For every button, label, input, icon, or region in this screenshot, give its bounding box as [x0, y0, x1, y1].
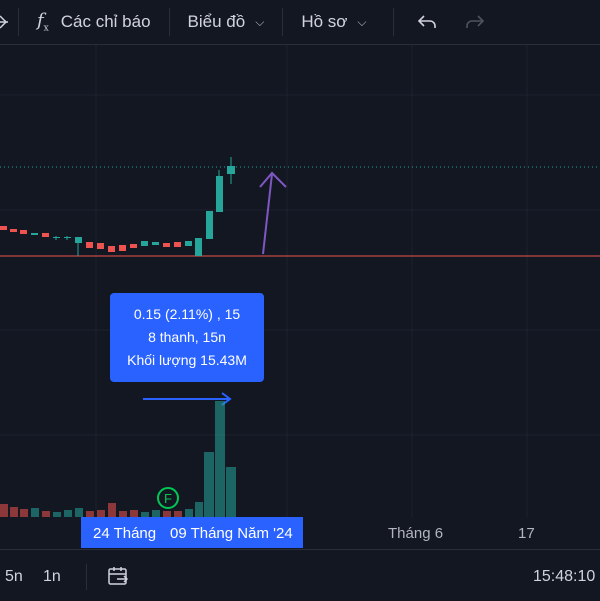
arrow-drawing[interactable]	[259, 171, 287, 255]
tooltip-bars: 8 thanh, 15n	[148, 329, 226, 345]
earnings-event-marker[interactable]: F	[157, 487, 179, 509]
candles	[0, 157, 235, 256]
chevron-down-icon: ⌵	[357, 14, 367, 29]
undo-icon	[417, 15, 436, 28]
indicators-button[interactable]: fx Các chỉ báo	[19, 0, 161, 44]
time-range-highlight	[81, 517, 303, 548]
toolbar-divider	[18, 8, 19, 36]
tooltip-price-change: 0.15 (2.11%) , 15	[133, 306, 241, 322]
time-label-month6: Tháng 6	[388, 525, 444, 542]
candle	[75, 237, 82, 243]
candle	[141, 241, 148, 246]
toolbar-divider	[168, 8, 170, 36]
candle	[195, 238, 202, 256]
chevron-down-icon: ⌵	[255, 14, 265, 29]
candle	[174, 242, 181, 247]
bottom-bar: 5n 1n 15:48:10	[0, 549, 600, 601]
redo-icon	[465, 15, 484, 28]
toolbar-divider	[392, 8, 394, 36]
range-start-label: 24 Tháng	[93, 525, 157, 542]
interval-5n-button[interactable]: 5n	[5, 568, 23, 585]
candle	[163, 243, 170, 247]
interval-1n-button[interactable]: 1n	[43, 568, 61, 585]
candle	[20, 230, 27, 234]
candle	[108, 246, 115, 252]
volume-bars	[0, 401, 236, 517]
candle	[119, 245, 126, 251]
indicators-label: Các chỉ báo	[60, 12, 151, 31]
profile-button[interactable]: Hồ sơ ⌵	[283, 0, 376, 44]
redo-button[interactable]	[448, 0, 496, 44]
undo-button[interactable]	[394, 0, 448, 44]
tooltip-volume: Khối lượng 15.43M	[127, 352, 247, 368]
candle	[130, 244, 137, 248]
calendar-range-icon[interactable]	[107, 565, 129, 592]
measure-tooltip: 0.15 (2.11%) , 15 8 thanh, 15n Khối lượn…	[110, 293, 264, 382]
compare-icon[interactable]	[0, 0, 18, 44]
candle	[42, 233, 49, 237]
candle	[206, 211, 213, 239]
candle	[86, 242, 93, 248]
function-icon: fx	[37, 10, 49, 34]
toolbar-divider	[282, 8, 284, 36]
chart-grid	[0, 45, 600, 517]
candle	[31, 233, 38, 235]
candle	[0, 226, 7, 230]
clock-label: 15:48:10	[533, 568, 596, 585]
chart-type-button[interactable]: Biểu đồ ⌵	[170, 0, 275, 44]
chart-type-label: Biểu đồ	[187, 12, 246, 31]
candle	[97, 243, 104, 249]
time-label-17: 17	[518, 525, 535, 542]
profile-label: Hồ sơ	[301, 12, 348, 31]
top-toolbar: fx Các chỉ báo Biểu đồ ⌵ Hồ sơ ⌵	[0, 0, 600, 45]
svg-text:F: F	[164, 491, 172, 506]
price-chart[interactable]: F	[0, 45, 600, 517]
candle	[10, 229, 17, 232]
candle	[185, 241, 192, 246]
range-end-label: 09 Tháng Năm '24	[170, 525, 293, 542]
candle	[152, 242, 159, 245]
bottom-divider	[86, 564, 87, 590]
